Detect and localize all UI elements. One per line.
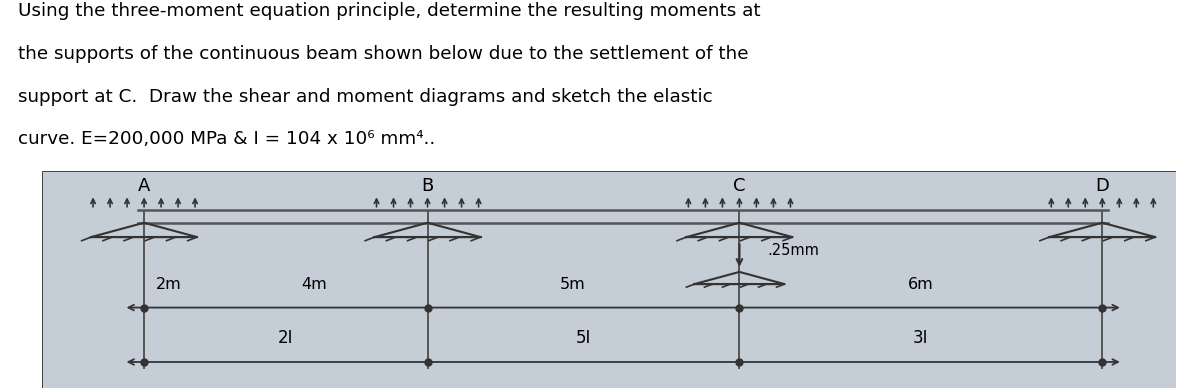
Text: A: A bbox=[138, 177, 150, 195]
Text: 4m: 4m bbox=[301, 278, 328, 292]
Text: Using the three-moment equation principle, determine the resulting moments at: Using the three-moment equation principl… bbox=[18, 2, 761, 20]
Text: 5I: 5I bbox=[576, 329, 592, 347]
Text: the supports of the continuous beam shown below due to the settlement of the: the supports of the continuous beam show… bbox=[18, 45, 749, 63]
Text: 2m: 2m bbox=[156, 278, 182, 292]
FancyBboxPatch shape bbox=[42, 171, 1176, 388]
Text: D: D bbox=[1096, 177, 1109, 195]
Text: support at C.  Draw the shear and moment diagrams and sketch the elastic: support at C. Draw the shear and moment … bbox=[18, 87, 713, 105]
Text: 2I: 2I bbox=[278, 329, 294, 347]
Text: 6m: 6m bbox=[908, 278, 934, 292]
Text: B: B bbox=[421, 177, 433, 195]
Text: 5m: 5m bbox=[559, 278, 586, 292]
Text: curve. E=200,000 MPa & I = 104 x 10⁶ mm⁴..: curve. E=200,000 MPa & I = 104 x 10⁶ mm⁴… bbox=[18, 131, 436, 149]
Text: 3I: 3I bbox=[913, 329, 929, 347]
Text: C: C bbox=[733, 177, 745, 195]
Text: .25mm: .25mm bbox=[768, 243, 820, 258]
